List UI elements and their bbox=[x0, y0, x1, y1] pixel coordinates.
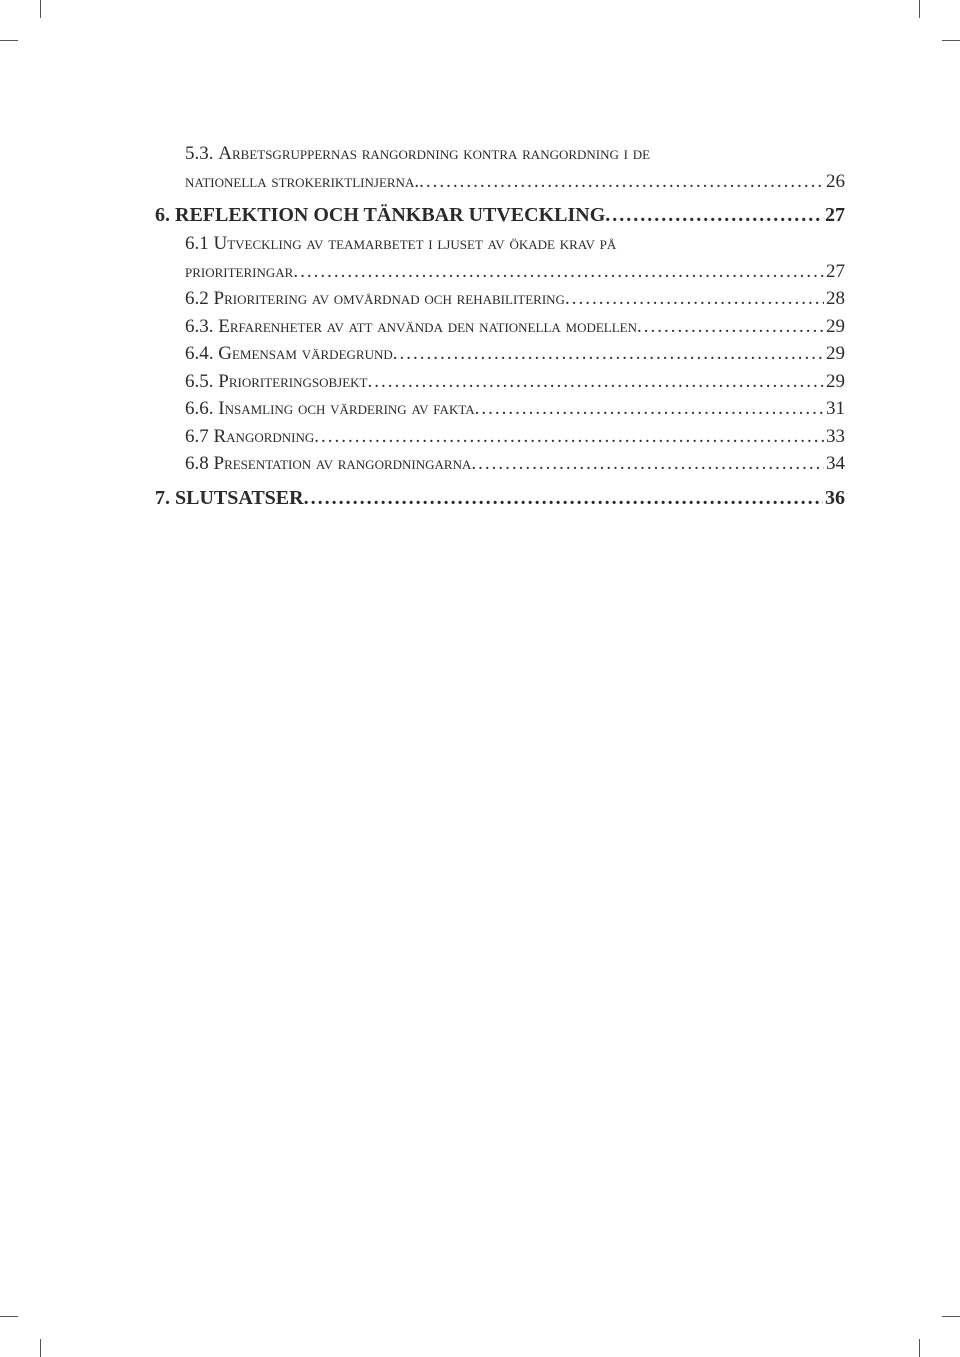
toc-entry-6-7: 6.7 Rangordning 33 bbox=[185, 423, 845, 451]
toc-entry-text: nationella strokeriktlinjerna. bbox=[185, 168, 419, 196]
crop-mark-icon bbox=[0, 1316, 18, 1317]
toc-chapter-6: 6. REFLEKTION OCH TÄNKBAR UTVECKLING 27 bbox=[155, 201, 845, 230]
toc-entry-text: 6.4. Gemensam värdegrund bbox=[185, 340, 393, 368]
toc-entry-6-1-line2: prioriteringar 27 bbox=[185, 258, 845, 286]
crop-mark-icon bbox=[919, 1339, 920, 1357]
toc-entry-5-3-line1: 5.3. Arbetsgruppernas rangordning kontra… bbox=[185, 140, 845, 168]
toc-leader-dots bbox=[367, 368, 824, 396]
toc-page-number: 27 bbox=[824, 258, 845, 286]
toc-chapter-7: 7. SLUTSATSER 36 bbox=[155, 484, 845, 513]
toc-chapter-label: 6. REFLEKTION OCH TÄNKBAR UTVECKLING bbox=[155, 201, 605, 230]
toc-entry-text: 6.6. Insamling och värdering av fakta bbox=[185, 395, 475, 423]
toc-leader-dots bbox=[475, 395, 824, 423]
toc-page-number: 29 bbox=[824, 368, 845, 396]
toc-page-number: 36 bbox=[823, 484, 845, 513]
toc-entry-6-4: 6.4. Gemensam värdegrund 29 bbox=[185, 340, 845, 368]
toc-entry-6-6: 6.6. Insamling och värdering av fakta 31 bbox=[185, 395, 845, 423]
toc-entry-6-8: 6.8 Presentation av rangordningarna 34 bbox=[185, 450, 845, 478]
crop-mark-icon bbox=[919, 0, 920, 18]
crop-mark-icon bbox=[40, 0, 41, 18]
toc-leader-dots bbox=[293, 258, 824, 286]
toc-entry-text: 6.1 Utveckling av teamarbetet i ljuset a… bbox=[185, 230, 616, 258]
toc-entry-6-1-line1: 6.1 Utveckling av teamarbetet i ljuset a… bbox=[185, 230, 845, 258]
toc-entry-text: 6.3. Erfarenheter av att använda den nat… bbox=[185, 313, 637, 341]
toc-leader-dots bbox=[314, 423, 824, 451]
toc-leader-dots bbox=[393, 340, 824, 368]
toc-entry-6-2: 6.2 Prioritering av omvårdnad och rehabi… bbox=[185, 285, 845, 313]
toc-page-number: 27 bbox=[823, 201, 845, 230]
toc-leader-dots bbox=[637, 313, 824, 341]
toc-leader-dots bbox=[605, 201, 823, 230]
toc-entry-text: 5.3. Arbetsgruppernas rangordning kontra… bbox=[185, 140, 650, 168]
toc-page-number: 26 bbox=[824, 168, 845, 196]
toc-leader-dots bbox=[304, 484, 823, 513]
toc-entry-text: 6.7 Rangordning bbox=[185, 423, 314, 451]
toc-leader-dots bbox=[419, 168, 824, 196]
toc-entry-text: 6.2 Prioritering av omvårdnad och rehabi… bbox=[185, 285, 565, 313]
toc-leader-dots bbox=[471, 450, 824, 478]
toc-page-number: 29 bbox=[824, 340, 845, 368]
toc-entry-text: prioriteringar bbox=[185, 258, 293, 286]
toc-entry-5-3-line2: nationella strokeriktlinjerna. 26 bbox=[185, 168, 845, 196]
toc-chapter-label: 7. SLUTSATSER bbox=[155, 484, 304, 513]
toc-entry-text: 6.8 Presentation av rangordningarna bbox=[185, 450, 471, 478]
toc-leader-dots bbox=[565, 285, 824, 313]
crop-mark-icon bbox=[942, 40, 960, 41]
toc-page-number: 31 bbox=[824, 395, 845, 423]
crop-mark-icon bbox=[40, 1339, 41, 1357]
toc-page: 5.3. Arbetsgruppernas rangordning kontra… bbox=[0, 0, 960, 513]
crop-mark-icon bbox=[942, 1316, 960, 1317]
toc-entry-6-5: 6.5. Prioriteringsobjekt 29 bbox=[185, 368, 845, 396]
toc-entry-6-3: 6.3. Erfarenheter av att använda den nat… bbox=[185, 313, 845, 341]
toc-page-number: 28 bbox=[824, 285, 845, 313]
toc-page-number: 33 bbox=[824, 423, 845, 451]
toc-page-number: 34 bbox=[824, 450, 845, 478]
toc-entry-text: 6.5. Prioriteringsobjekt bbox=[185, 368, 367, 396]
crop-mark-icon bbox=[0, 40, 18, 41]
toc-page-number: 29 bbox=[824, 313, 845, 341]
